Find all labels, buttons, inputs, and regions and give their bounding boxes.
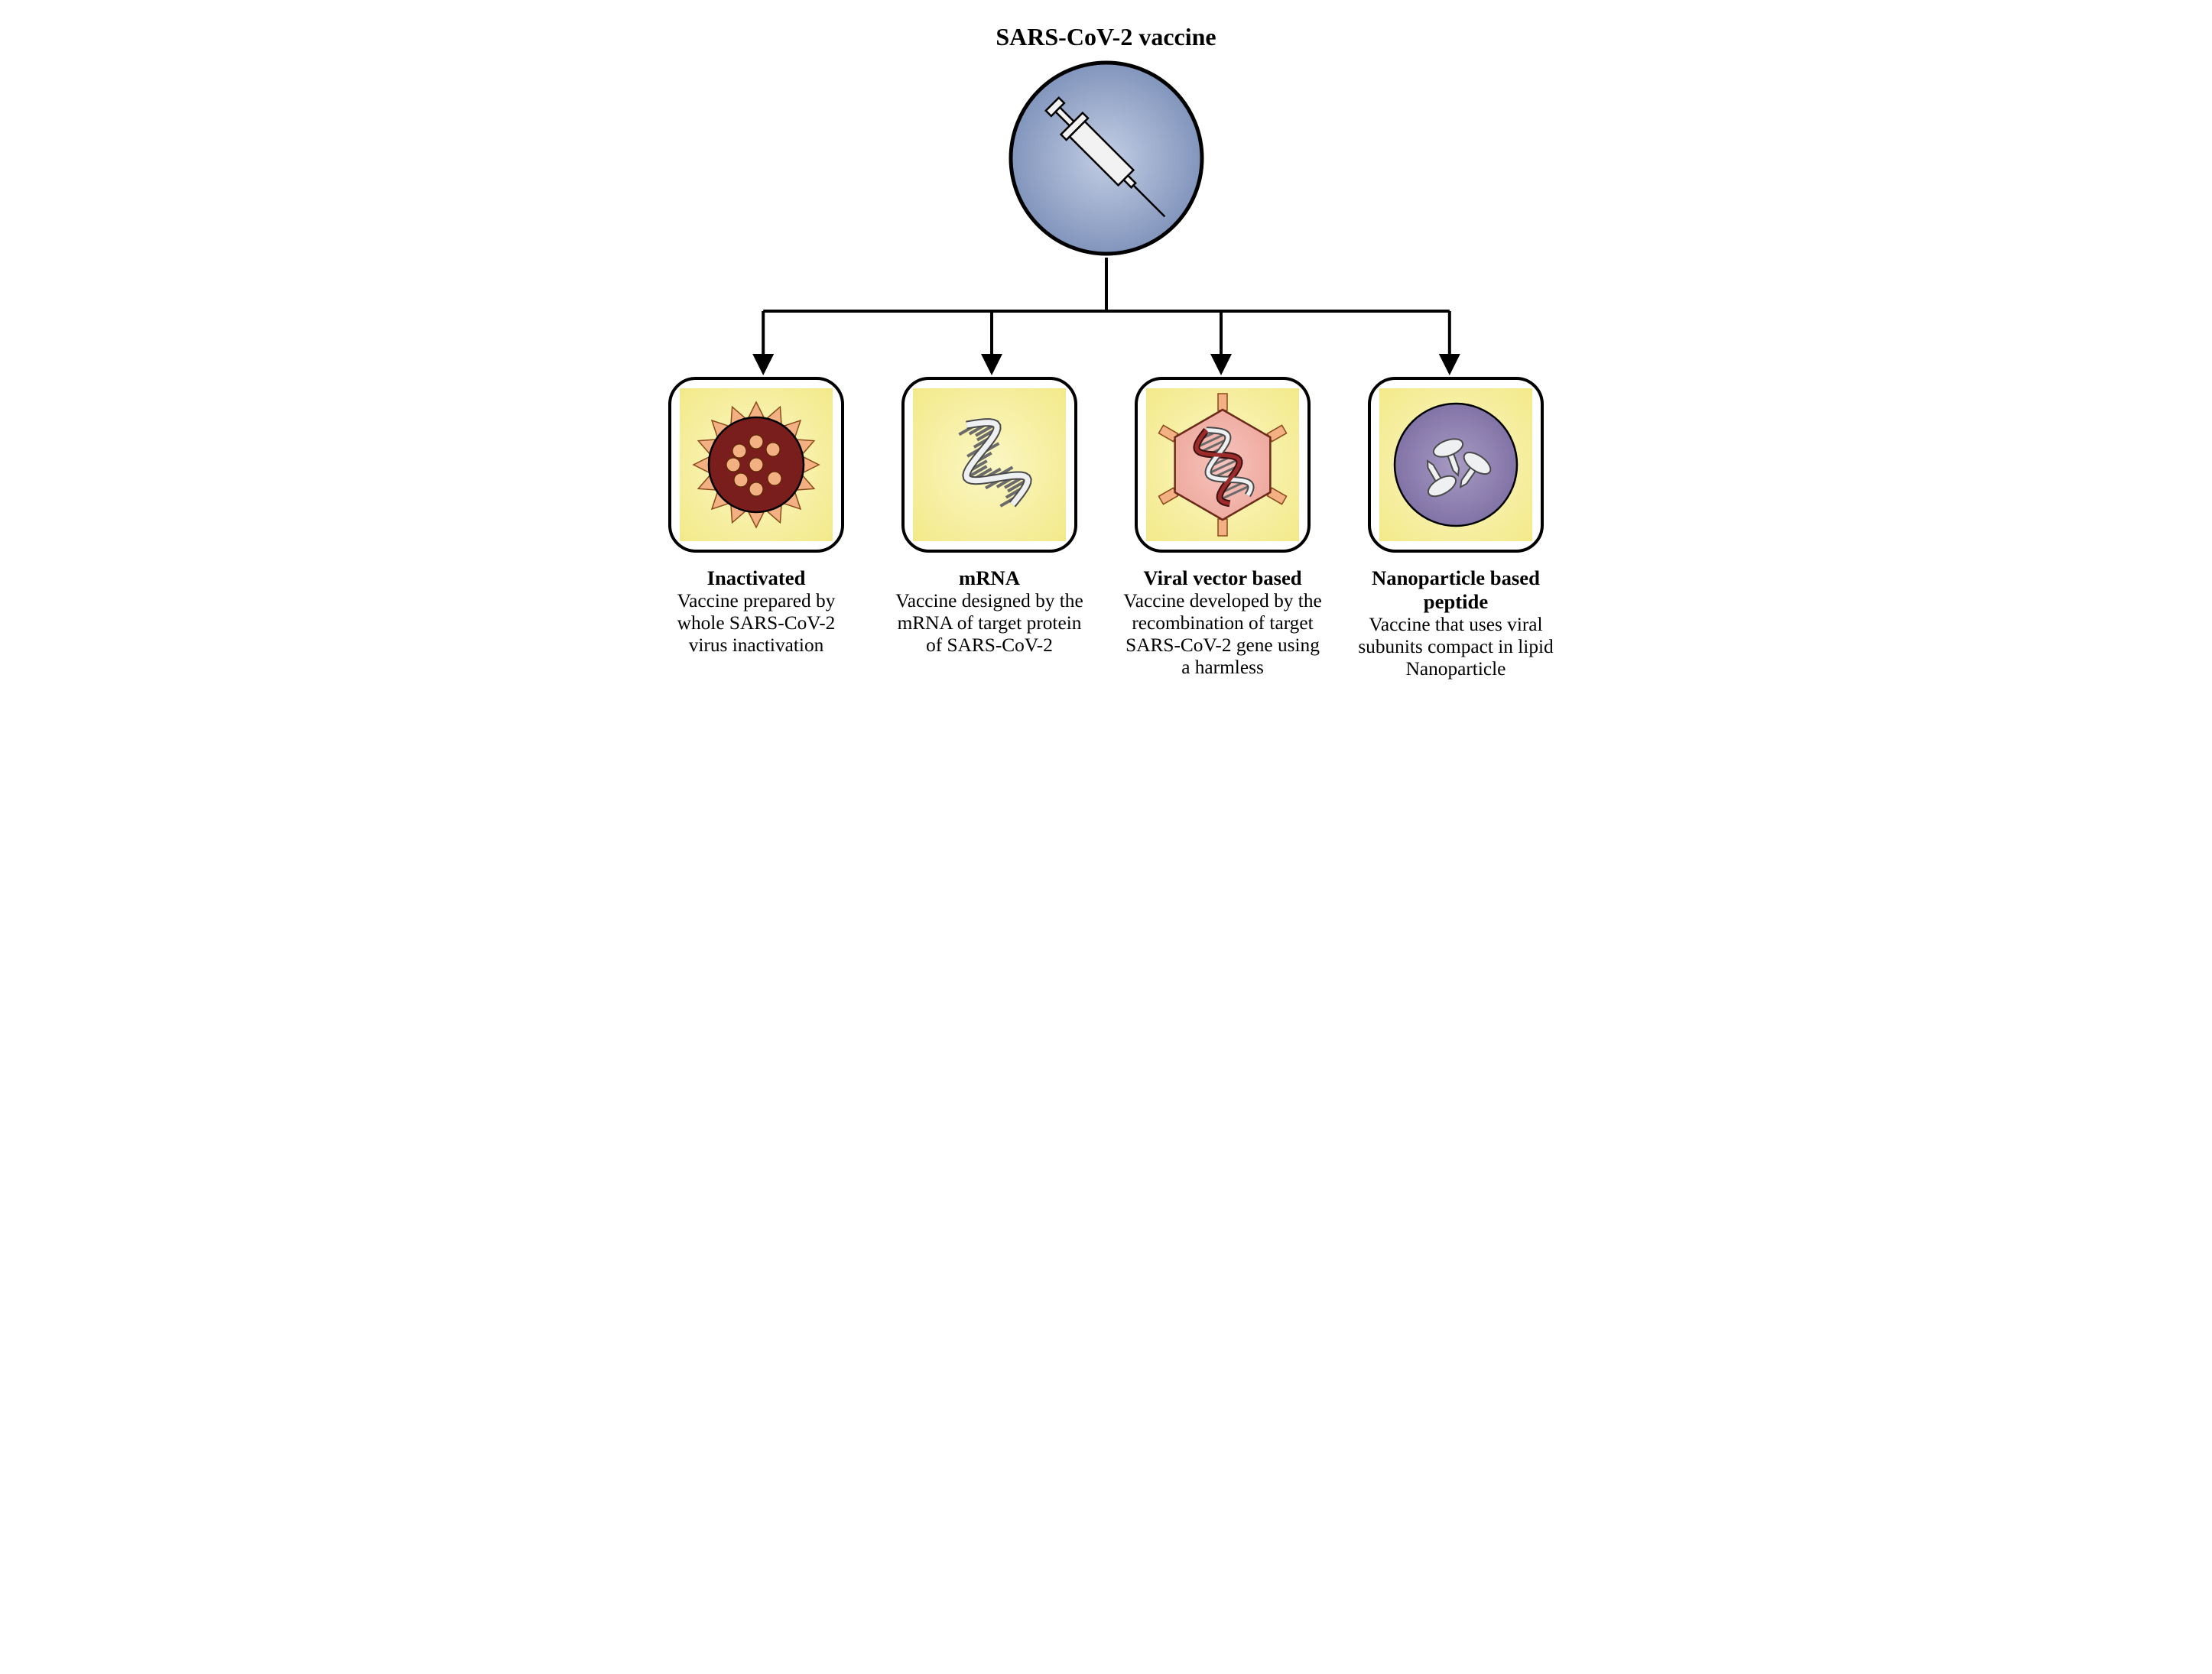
card-viral-vector: [1135, 377, 1311, 553]
label-mrna: mRNA Vaccine designed by the mRNA of tar…: [890, 566, 1089, 657]
card-col-mrna: mRNA Vaccine designed by the mRNA of tar…: [881, 377, 1099, 680]
desc-inactivated: Vaccine prepared by whole SARS-CoV-2 vir…: [657, 590, 856, 657]
cards-row: Inactivated Vaccine prepared by whole SA…: [648, 377, 1565, 680]
hexagon-dna-icon: [1146, 388, 1299, 541]
label-viral-vector: Viral vector based Vaccine developed by …: [1123, 566, 1322, 679]
headline-nanoparticle: Nanoparticle based peptide: [1356, 566, 1555, 614]
card-col-nanoparticle: Nanoparticle based peptide Vaccine that …: [1347, 377, 1565, 680]
diagram-title: SARS-CoV-2 vaccine: [648, 23, 1565, 51]
card-inactivated: [668, 377, 844, 553]
headline-inactivated: Inactivated: [657, 566, 856, 590]
diagram-canvas: SARS-CoV-2 vaccine: [648, 23, 1565, 680]
desc-nanoparticle: Vaccine that uses viral subunits compact…: [1356, 614, 1555, 680]
card-col-viral-vector: Viral vector based Vaccine developed by …: [1114, 377, 1332, 680]
nanoparticle-icon: [1379, 388, 1532, 541]
syringe-icon: [1007, 59, 1206, 258]
label-nanoparticle: Nanoparticle based peptide Vaccine that …: [1356, 566, 1555, 680]
card-mrna: [901, 377, 1077, 553]
virus-icon: [680, 388, 833, 541]
card-nanoparticle: [1368, 377, 1544, 553]
headline-viral-vector: Viral vector based: [1123, 566, 1322, 590]
desc-mrna: Vaccine designed by the mRNA of target p…: [890, 590, 1089, 657]
card-col-inactivated: Inactivated Vaccine prepared by whole SA…: [648, 377, 866, 680]
syringe-node: [648, 59, 1565, 258]
connector-tree: [648, 258, 1565, 378]
desc-viral-vector: Vaccine developed by the recombination o…: [1123, 590, 1322, 679]
label-inactivated: Inactivated Vaccine prepared by whole SA…: [657, 566, 856, 657]
rna-icon: [913, 388, 1066, 541]
headline-mrna: mRNA: [890, 566, 1089, 590]
